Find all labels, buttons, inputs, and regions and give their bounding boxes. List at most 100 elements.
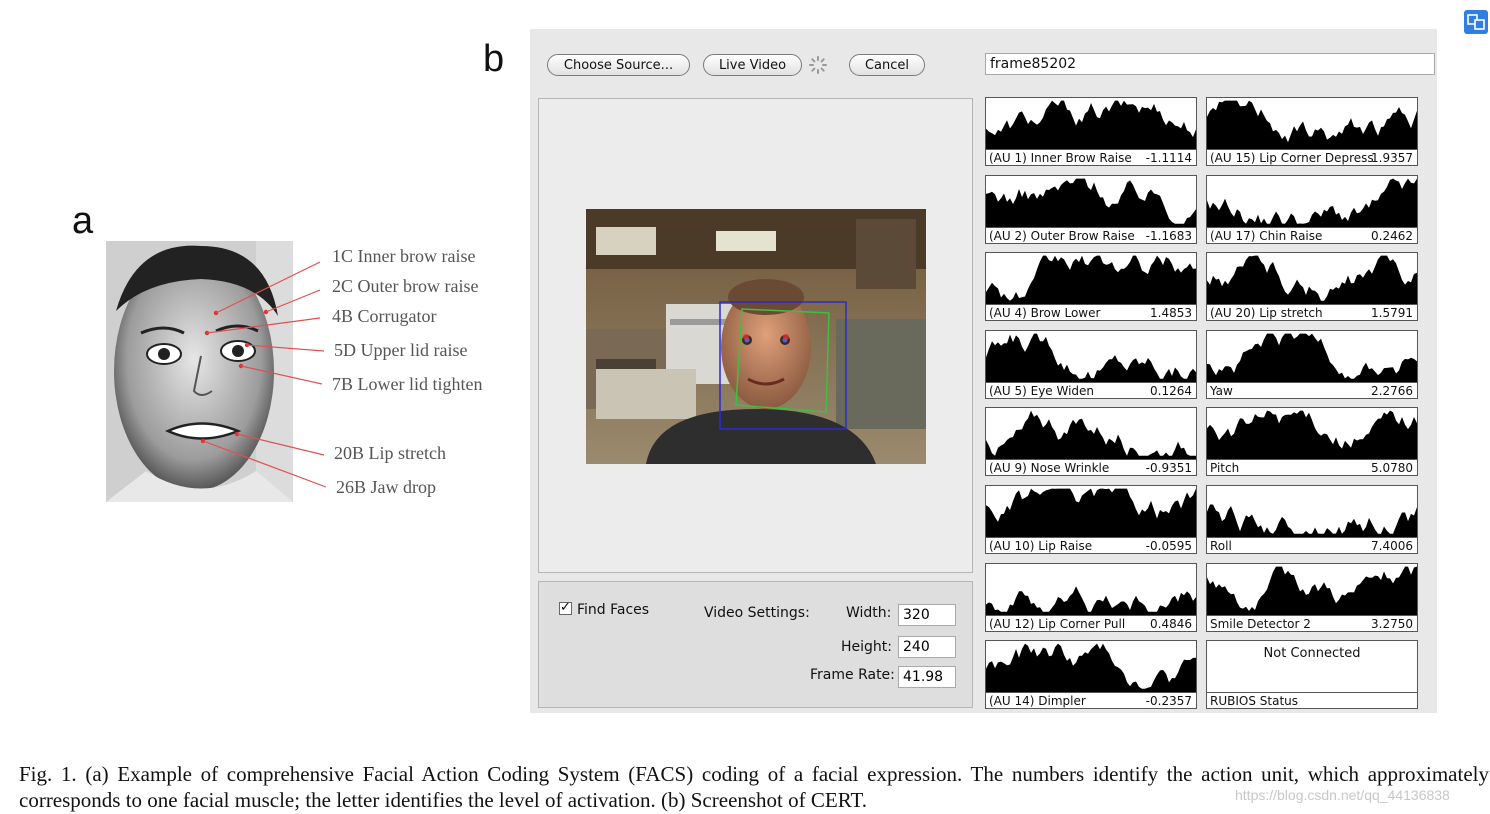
graph-separator	[986, 304, 1196, 306]
au-sparkline-area	[986, 178, 1196, 228]
graph-separator	[986, 692, 1196, 694]
au-sparkline	[1207, 333, 1417, 383]
graph-separator	[1207, 692, 1417, 694]
au-sparkline-area	[986, 333, 1196, 383]
au-graph-value: 2.2766	[1371, 383, 1413, 398]
height-label: Height:	[841, 639, 892, 655]
au-sparkline-area	[986, 100, 1196, 150]
au-graph-value: 0.1264	[1150, 383, 1192, 398]
graph-separator	[986, 459, 1196, 461]
au-graph-label: (AU 14) Dimpler	[989, 694, 1086, 709]
au-sparkline	[986, 643, 1196, 694]
frame-field[interactable]: frame85202	[985, 53, 1435, 75]
au-sparkline	[986, 488, 1196, 538]
au-graph: Yaw 2.2766	[1206, 329, 1418, 399]
video-settings-label: Video Settings:	[704, 605, 810, 621]
watermark: https://blog.csdn.net/qq_44136838	[1235, 787, 1450, 803]
au-graph-label: (AU 17) Chin Raise	[1210, 228, 1323, 243]
live-video-button[interactable]: Live Video	[703, 54, 802, 76]
au-graph: (AU 15) Lip Corner Depress 1.9357	[1206, 97, 1418, 166]
au-graph-value: -0.2357	[1145, 694, 1192, 709]
au-graph-value: 1.4853	[1150, 306, 1192, 321]
au-sparkline-area	[1207, 178, 1417, 228]
au-graphs-right-column: (AU 15) Lip Corner Depress 1.9357 (AU 17) …	[1206, 97, 1418, 713]
au-sparkline	[1207, 178, 1417, 228]
au-graph-label: (AU 4) Brow Lower	[989, 306, 1101, 321]
facs-label-2c: 2C Outer brow raise	[332, 276, 479, 296]
au-sparkline	[986, 333, 1196, 383]
settings-pane: ✓ Find Faces Video Settings: Width: 320 …	[538, 581, 973, 708]
au-graph: (AU 5) Eye Widen 0.1264	[985, 329, 1197, 399]
graph-separator	[986, 381, 1196, 383]
au-sparkline	[986, 255, 1196, 306]
au-graph: Smile Detector 2 3.2750	[1206, 562, 1418, 632]
graph-separator	[1207, 614, 1417, 616]
au-graph-label: (AU 12) Lip Corner Pull	[989, 616, 1126, 631]
au-graph-value: -0.0595	[1145, 539, 1192, 553]
au-sparkline	[1207, 100, 1417, 150]
au-graph-value: -0.9351	[1145, 461, 1192, 476]
au-graph-value: 7.4006	[1371, 539, 1413, 553]
au-sparkline	[986, 410, 1196, 461]
au-sparkline-area	[986, 255, 1196, 306]
au-graph-value: 0.2462	[1371, 228, 1413, 243]
au-graph-label: Smile Detector 2	[1210, 616, 1311, 631]
graph-separator	[1207, 226, 1417, 228]
graph-separator	[986, 537, 1196, 538]
width-field[interactable]: 320	[898, 604, 956, 626]
video-frame	[586, 209, 926, 464]
translate-icon[interactable]	[1464, 10, 1488, 34]
facs-face-photo	[106, 241, 293, 502]
width-label: Width:	[846, 605, 892, 621]
au-sparkline	[1207, 410, 1417, 461]
au-graph: (AU 2) Outer Brow Raise -1.1683	[985, 174, 1197, 244]
au-graph-value: 5.0780	[1371, 461, 1413, 476]
au-graph-label: (AU 9) Nose Wrinkle	[989, 461, 1110, 476]
au-graph: (AU 20) Lip stretch 1.5791	[1206, 252, 1418, 322]
choose-source-button[interactable]: Choose Source...	[547, 54, 690, 76]
height-field[interactable]: 240	[898, 636, 956, 658]
au-graph: (AU 9) Nose Wrinkle -0.9351	[985, 407, 1197, 477]
facs-label-26b: 26B Jaw drop	[336, 477, 436, 497]
graph-separator	[1207, 304, 1417, 306]
au-graph-value: 1.9357	[1371, 151, 1413, 165]
graph-separator	[986, 149, 1196, 150]
au-sparkline	[986, 178, 1196, 228]
au-graph-label: Yaw	[1210, 383, 1233, 398]
au-graph-value: 1.5791	[1371, 306, 1413, 321]
au-sparkline	[986, 100, 1196, 150]
cert-app-window: Choose Source... Live Video Cancel frame…	[530, 29, 1437, 713]
facs-label-7b: 7B Lower lid tighten	[332, 374, 483, 394]
graph-separator	[1207, 149, 1417, 150]
au-graph-label: (AU 10) Lip Raise	[989, 539, 1093, 553]
figure-caption: Fig. 1. (a) Example of comprehensive Fac…	[19, 762, 1489, 812]
au-graph: (AU 14) Dimpler -0.2357	[985, 640, 1197, 710]
au-graph-value: -1.1114	[1145, 151, 1192, 165]
au-graph-value: 0.4846	[1150, 616, 1192, 631]
graph-separator	[986, 614, 1196, 616]
au-sparkline-area	[986, 643, 1196, 694]
panel-letter-b: b	[483, 38, 505, 80]
au-graph-label: (AU 5) Eye Widen	[989, 383, 1095, 398]
au-graph-label: (AU 20) Lip stretch	[1210, 306, 1323, 321]
au-sparkline	[986, 585, 1196, 616]
find-faces-label: Find Faces	[577, 602, 650, 618]
au-sparkline-area	[1207, 410, 1417, 461]
facs-label-4b: 4B Corrugator	[332, 306, 437, 326]
au-graph: (AU 17) Chin Raise 0.2462	[1206, 174, 1418, 244]
au-sparkline-area	[986, 488, 1196, 538]
cancel-button[interactable]: Cancel	[849, 54, 925, 76]
au-sparkline-area	[1207, 504, 1417, 538]
graph-separator	[1207, 459, 1417, 461]
au-graph-label: (AU 1) Inner Brow Raise	[989, 151, 1132, 165]
frame-rate-field[interactable]: 41.98	[898, 666, 956, 688]
find-faces-checkbox[interactable]: ✓	[559, 600, 572, 615]
au-graphs-left-column: (AU 1) Inner Brow Raise -1.1114 (AU 2) Out…	[985, 97, 1197, 713]
panel-letter-a: a	[72, 200, 94, 242]
au-sparkline	[1207, 504, 1417, 538]
video-pane	[538, 98, 973, 573]
au-sparkline-area	[1207, 100, 1417, 150]
rubios-status-box: Not Connected RUBIOS Status	[1206, 640, 1418, 710]
au-sparkline-area	[1207, 566, 1417, 616]
au-graph-value: -1.1683	[1145, 228, 1192, 243]
